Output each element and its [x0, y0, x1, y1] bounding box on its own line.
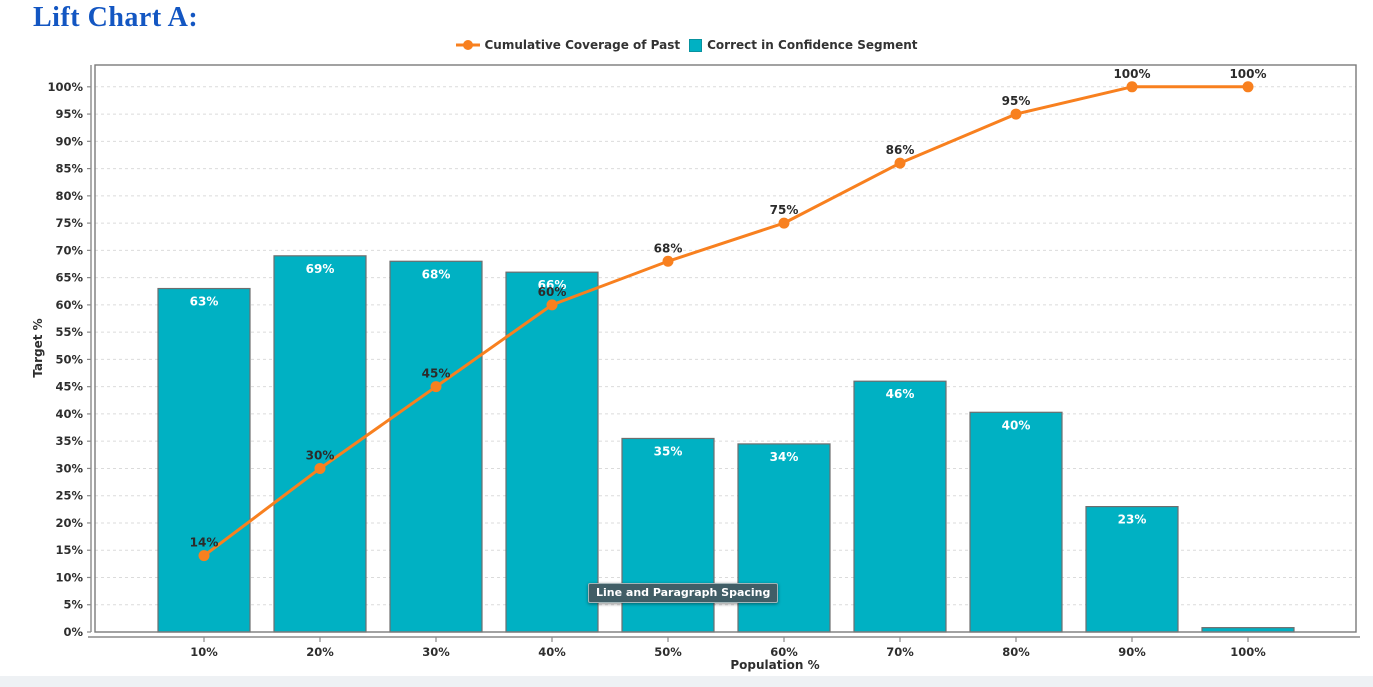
- x-tick-label: 100%: [1230, 645, 1266, 659]
- x-tick-label: 90%: [1118, 645, 1146, 659]
- line-point: [198, 550, 210, 562]
- bar: [389, 260, 483, 633]
- point-value-label: 95%: [1002, 94, 1031, 108]
- y-tick-label: 100%: [47, 80, 83, 94]
- bar-value-label: 68%: [422, 267, 451, 281]
- y-tick-label: 45%: [55, 380, 83, 394]
- y-tick-label: 85%: [55, 162, 83, 176]
- y-tick-label: 90%: [55, 134, 83, 148]
- bar-value-label: 23%: [1118, 513, 1147, 527]
- bar: [1085, 506, 1179, 633]
- legend-item-cumulative: Cumulative Coverage of Past: [455, 38, 681, 52]
- y-tick-label: 40%: [55, 407, 83, 421]
- page-footer-strip: [0, 676, 1373, 687]
- x-tick-label: 40%: [538, 645, 566, 659]
- bar-value-label: 66%: [538, 278, 567, 292]
- point-value-label: 68%: [654, 241, 683, 255]
- y-tick-label: 30%: [55, 461, 83, 475]
- x-axis-title: Population %: [730, 658, 820, 672]
- line-point: [1126, 81, 1138, 93]
- legend-square-icon: [689, 38, 703, 52]
- x-tick-label: 20%: [306, 645, 334, 659]
- y-tick-label: 80%: [55, 189, 83, 203]
- y-tick-label: 70%: [55, 243, 83, 257]
- bar: [737, 443, 831, 633]
- x-tick-label: 10%: [190, 645, 218, 659]
- bar-value-label: 35%: [654, 444, 683, 458]
- bar: [505, 271, 599, 633]
- line-point: [778, 217, 790, 229]
- point-value-label: 45%: [422, 367, 451, 381]
- y-tick-label: 0%: [63, 625, 83, 639]
- cumulative-line: [202, 85, 1250, 558]
- x-tick-label: 70%: [886, 645, 914, 659]
- bar-value-label: 69%: [306, 262, 335, 276]
- chart-legend: Cumulative Coverage of Past Correct in C…: [0, 38, 1373, 52]
- point-value-label: 86%: [886, 143, 915, 157]
- y-tick-label: 5%: [63, 598, 83, 612]
- point-value-label: 75%: [770, 203, 799, 217]
- point-value-label: 100%: [1229, 67, 1266, 81]
- x-tick-label: 60%: [770, 645, 798, 659]
- bar-value-label: 46%: [886, 387, 915, 401]
- y-tick-label: 25%: [55, 489, 83, 503]
- point-value-label: 60%: [538, 285, 567, 299]
- y-tick-label: 20%: [55, 516, 83, 530]
- line-point: [1242, 81, 1254, 93]
- y-tick-label: 95%: [55, 107, 83, 121]
- y-tick-label: 60%: [55, 298, 83, 312]
- line-point: [1010, 108, 1022, 120]
- x-tick-label: 50%: [654, 645, 682, 659]
- bar-value-label: 40%: [1002, 418, 1031, 432]
- y-tick-label: 10%: [55, 570, 83, 584]
- line-point: [662, 255, 674, 267]
- y-tick-label: 75%: [55, 216, 83, 230]
- line-point: [314, 462, 326, 474]
- y-tick-label: 35%: [55, 434, 83, 448]
- plot-border: [94, 64, 1357, 633]
- line-point: [894, 157, 906, 169]
- y-axis-title: Target %: [31, 318, 45, 378]
- line-point: [546, 299, 558, 311]
- point-value-label: 14%: [190, 536, 219, 550]
- bar-value-label: 63%: [190, 295, 219, 309]
- bar: [273, 255, 367, 633]
- y-tick-label: 50%: [55, 352, 83, 366]
- x-tick-label: 30%: [422, 645, 450, 659]
- legend-line-marker-icon: [455, 40, 480, 50]
- bar-value-label: 34%: [770, 450, 799, 464]
- legend-label-cumulative: Cumulative Coverage of Past: [484, 38, 681, 52]
- bar: [157, 287, 251, 633]
- legend-label-segment: Correct in Confidence Segment: [707, 38, 918, 52]
- legend-item-segment: Correct in Confidence Segment: [689, 38, 918, 52]
- y-tick-label: 65%: [55, 271, 83, 285]
- bar: [969, 411, 1063, 633]
- point-value-label: 100%: [1113, 67, 1150, 81]
- line-point: [430, 381, 442, 393]
- x-tick-label: 80%: [1002, 645, 1030, 659]
- y-tick-label: 15%: [55, 543, 83, 557]
- tooltip: Line and Paragraph Spacing: [588, 583, 779, 603]
- y-tick-label: 55%: [55, 325, 83, 339]
- bar: [853, 380, 947, 633]
- page-title: Lift Chart A:: [33, 2, 199, 33]
- point-value-label: 30%: [306, 448, 335, 462]
